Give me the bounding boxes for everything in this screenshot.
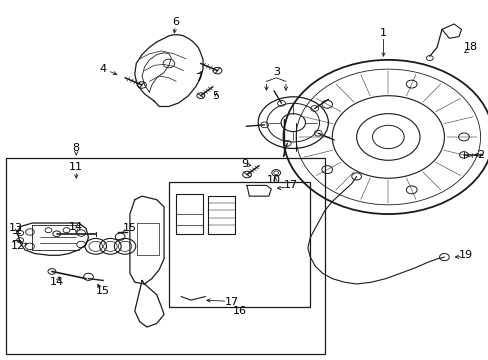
Text: 2: 2	[476, 150, 484, 160]
Text: 16: 16	[232, 306, 246, 316]
Text: 14: 14	[69, 222, 83, 231]
Bar	[168, 182, 310, 307]
Text: 1: 1	[379, 28, 386, 38]
Text: 18: 18	[463, 42, 477, 52]
Text: 10: 10	[266, 175, 280, 185]
Text: 19: 19	[458, 250, 472, 260]
Text: 15: 15	[96, 286, 110, 296]
Text: 4: 4	[100, 64, 106, 74]
Text: 14: 14	[50, 277, 64, 287]
Bar	[176, 194, 203, 234]
Text: 9: 9	[241, 159, 247, 169]
Text: 12: 12	[11, 241, 25, 251]
Text: 8: 8	[73, 143, 80, 153]
Text: 15: 15	[122, 224, 137, 233]
Text: 3: 3	[272, 67, 279, 77]
Bar	[5, 158, 325, 354]
Text: 11: 11	[69, 162, 83, 172]
Text: 13: 13	[9, 224, 23, 233]
Text: 7: 7	[194, 73, 202, 83]
Text: 17: 17	[225, 297, 239, 307]
Text: 5: 5	[211, 91, 218, 101]
Text: 6: 6	[172, 17, 180, 27]
Text: 17: 17	[283, 180, 297, 190]
Bar	[207, 196, 234, 234]
